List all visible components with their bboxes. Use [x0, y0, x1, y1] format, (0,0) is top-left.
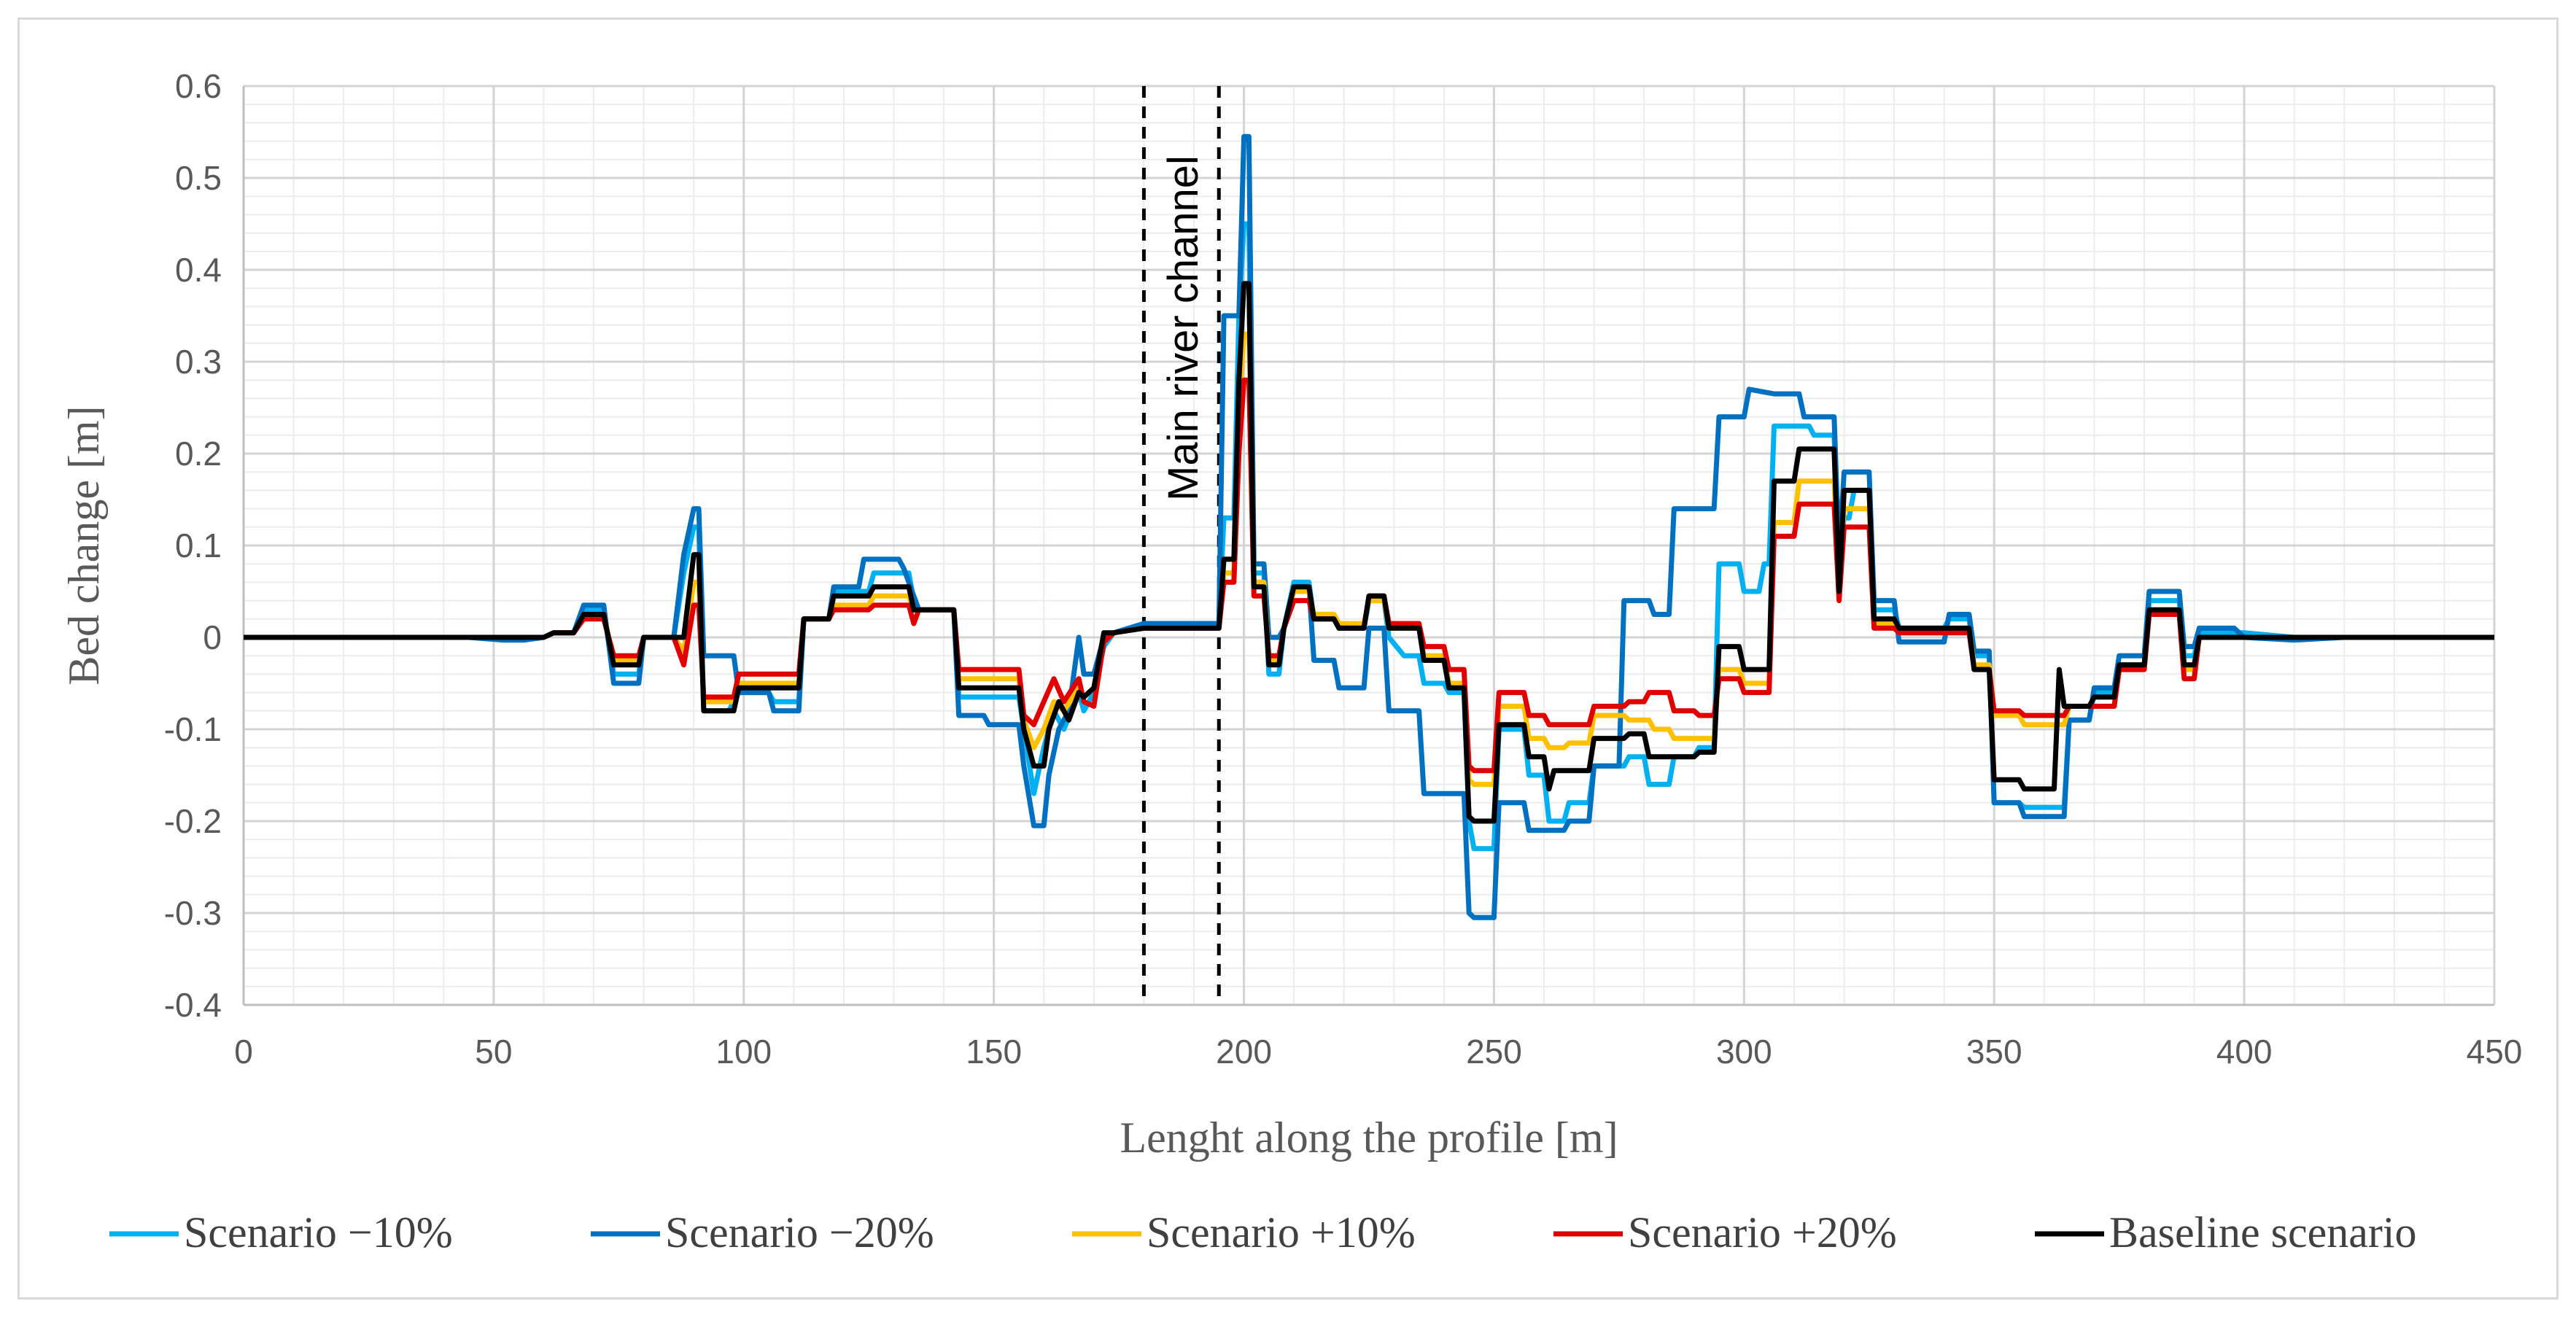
series-line-2 [244, 331, 2494, 788]
legend-label-4: Baseline scenario [2109, 1208, 2417, 1256]
x-tick-labels: 0 50 100 150 200 250 300 350 400 450 [234, 1033, 2522, 1071]
series-line-1 [244, 133, 2494, 920]
y-tick-labels: -0.4 -0.3 -0.2 -0.1 0 0.1 0.2 0.3 0.4 0.5 0.6 [164, 67, 222, 1024]
y-tick-label: 0.5 [175, 159, 222, 197]
x-tick-label: 250 [1466, 1033, 1522, 1071]
axes [242, 86, 2494, 1006]
series-line-4 [244, 281, 2494, 824]
legend: Scenario −10% Scenario −20% Scenario +10% S… [109, 1208, 2417, 1256]
x-tick-label: 0 [234, 1033, 253, 1071]
legend-label-3: Scenario +20% [1628, 1208, 1897, 1256]
y-axis-title: Bed change [m] [60, 405, 108, 685]
y-tick-label: 0.6 [175, 67, 222, 105]
x-tick-label: 100 [715, 1033, 772, 1071]
series-line-3 [244, 377, 2494, 774]
x-tick-label: 200 [1216, 1033, 1272, 1071]
x-tick-label: 150 [966, 1033, 1022, 1071]
y-tick-label: -0.4 [164, 986, 222, 1024]
chart-frame [18, 18, 2558, 1299]
legend-label-0: Scenario −10% [184, 1208, 453, 1256]
series-lines [244, 133, 2494, 920]
legend-label-1: Scenario −20% [665, 1208, 934, 1256]
y-tick-label: -0.1 [164, 710, 222, 748]
legend-label-2: Scenario +10% [1147, 1208, 1416, 1256]
y-tick-label: -0.3 [164, 894, 222, 932]
x-tick-label: 450 [2467, 1033, 2523, 1071]
x-tick-label: 350 [1966, 1033, 2022, 1071]
major-gridlines [242, 85, 2496, 1006]
y-tick-label: 0.4 [175, 251, 222, 289]
x-axis-title: Lenght along the profile [m] [1120, 1114, 1618, 1162]
channel-annotation-label: Main river channel [1160, 155, 1207, 501]
x-tick-label: 400 [2216, 1033, 2273, 1071]
series-line-0 [244, 221, 2494, 852]
y-tick-label: -0.2 [164, 802, 222, 840]
y-tick-label: 0.2 [175, 435, 222, 473]
y-tick-label: 0.1 [175, 527, 222, 564]
x-tick-label: 300 [1716, 1033, 1772, 1071]
x-tick-label: 50 [475, 1033, 512, 1071]
y-tick-label: 0.3 [175, 343, 222, 381]
y-tick-label: 0 [203, 618, 222, 656]
